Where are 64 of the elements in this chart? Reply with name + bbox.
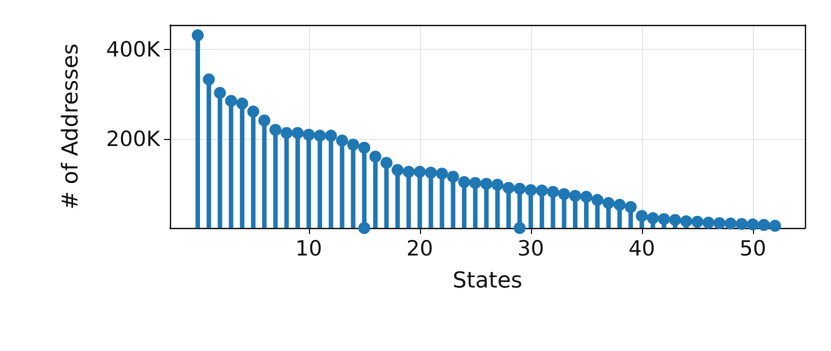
- x-tick-label: 50: [739, 236, 766, 260]
- point: [669, 214, 682, 226]
- point: [536, 184, 548, 197]
- point: [247, 106, 260, 118]
- point: [680, 215, 692, 228]
- point: [547, 186, 559, 198]
- point: [691, 216, 704, 228]
- point: [369, 150, 382, 163]
- point: [591, 194, 604, 206]
- point: [702, 216, 714, 229]
- x-tick-label: 40: [628, 236, 656, 260]
- point: [458, 176, 470, 188]
- point: [646, 212, 659, 224]
- point: [214, 86, 226, 99]
- point: [302, 128, 315, 141]
- point: [558, 188, 570, 200]
- point: [269, 124, 282, 136]
- y-tick-label: 400K: [106, 38, 162, 62]
- point: [724, 218, 737, 230]
- point: [736, 218, 748, 230]
- point: [758, 218, 770, 231]
- point: [447, 170, 460, 183]
- x-axis-title: States: [452, 268, 522, 294]
- point: [358, 142, 370, 154]
- point: [192, 29, 204, 42]
- point: [314, 130, 326, 142]
- point: [580, 190, 592, 203]
- point: [414, 166, 426, 178]
- point: [336, 134, 348, 147]
- x-tick-label: 20: [406, 236, 434, 260]
- y-tick-label: 200K: [106, 126, 162, 151]
- point: [292, 126, 304, 139]
- point: [480, 178, 492, 190]
- point: [746, 218, 759, 230]
- point: [347, 138, 360, 151]
- point: [225, 94, 238, 107]
- point: [402, 166, 415, 178]
- y-axis-title: # of Addresses: [58, 43, 84, 210]
- point: [636, 210, 648, 222]
- point: [469, 176, 482, 189]
- point: [258, 114, 270, 126]
- point: [614, 198, 626, 211]
- point: [602, 197, 615, 210]
- point: [569, 190, 582, 202]
- point: [492, 178, 504, 191]
- point: [624, 201, 637, 214]
- point: [514, 222, 526, 234]
- point: [714, 217, 726, 230]
- point: [380, 156, 392, 169]
- point: [769, 220, 782, 232]
- point: [324, 130, 337, 142]
- x-tick-label: 10: [295, 236, 322, 260]
- point: [502, 182, 515, 194]
- point: [424, 166, 437, 179]
- point: [236, 98, 248, 110]
- point: [358, 222, 370, 234]
- point: [524, 184, 537, 196]
- point: [658, 213, 670, 226]
- point: [202, 73, 215, 86]
- point: [280, 126, 293, 139]
- point: [392, 164, 404, 176]
- x-tick-label: 30: [517, 236, 544, 260]
- point: [514, 182, 526, 195]
- point: [436, 168, 448, 180]
